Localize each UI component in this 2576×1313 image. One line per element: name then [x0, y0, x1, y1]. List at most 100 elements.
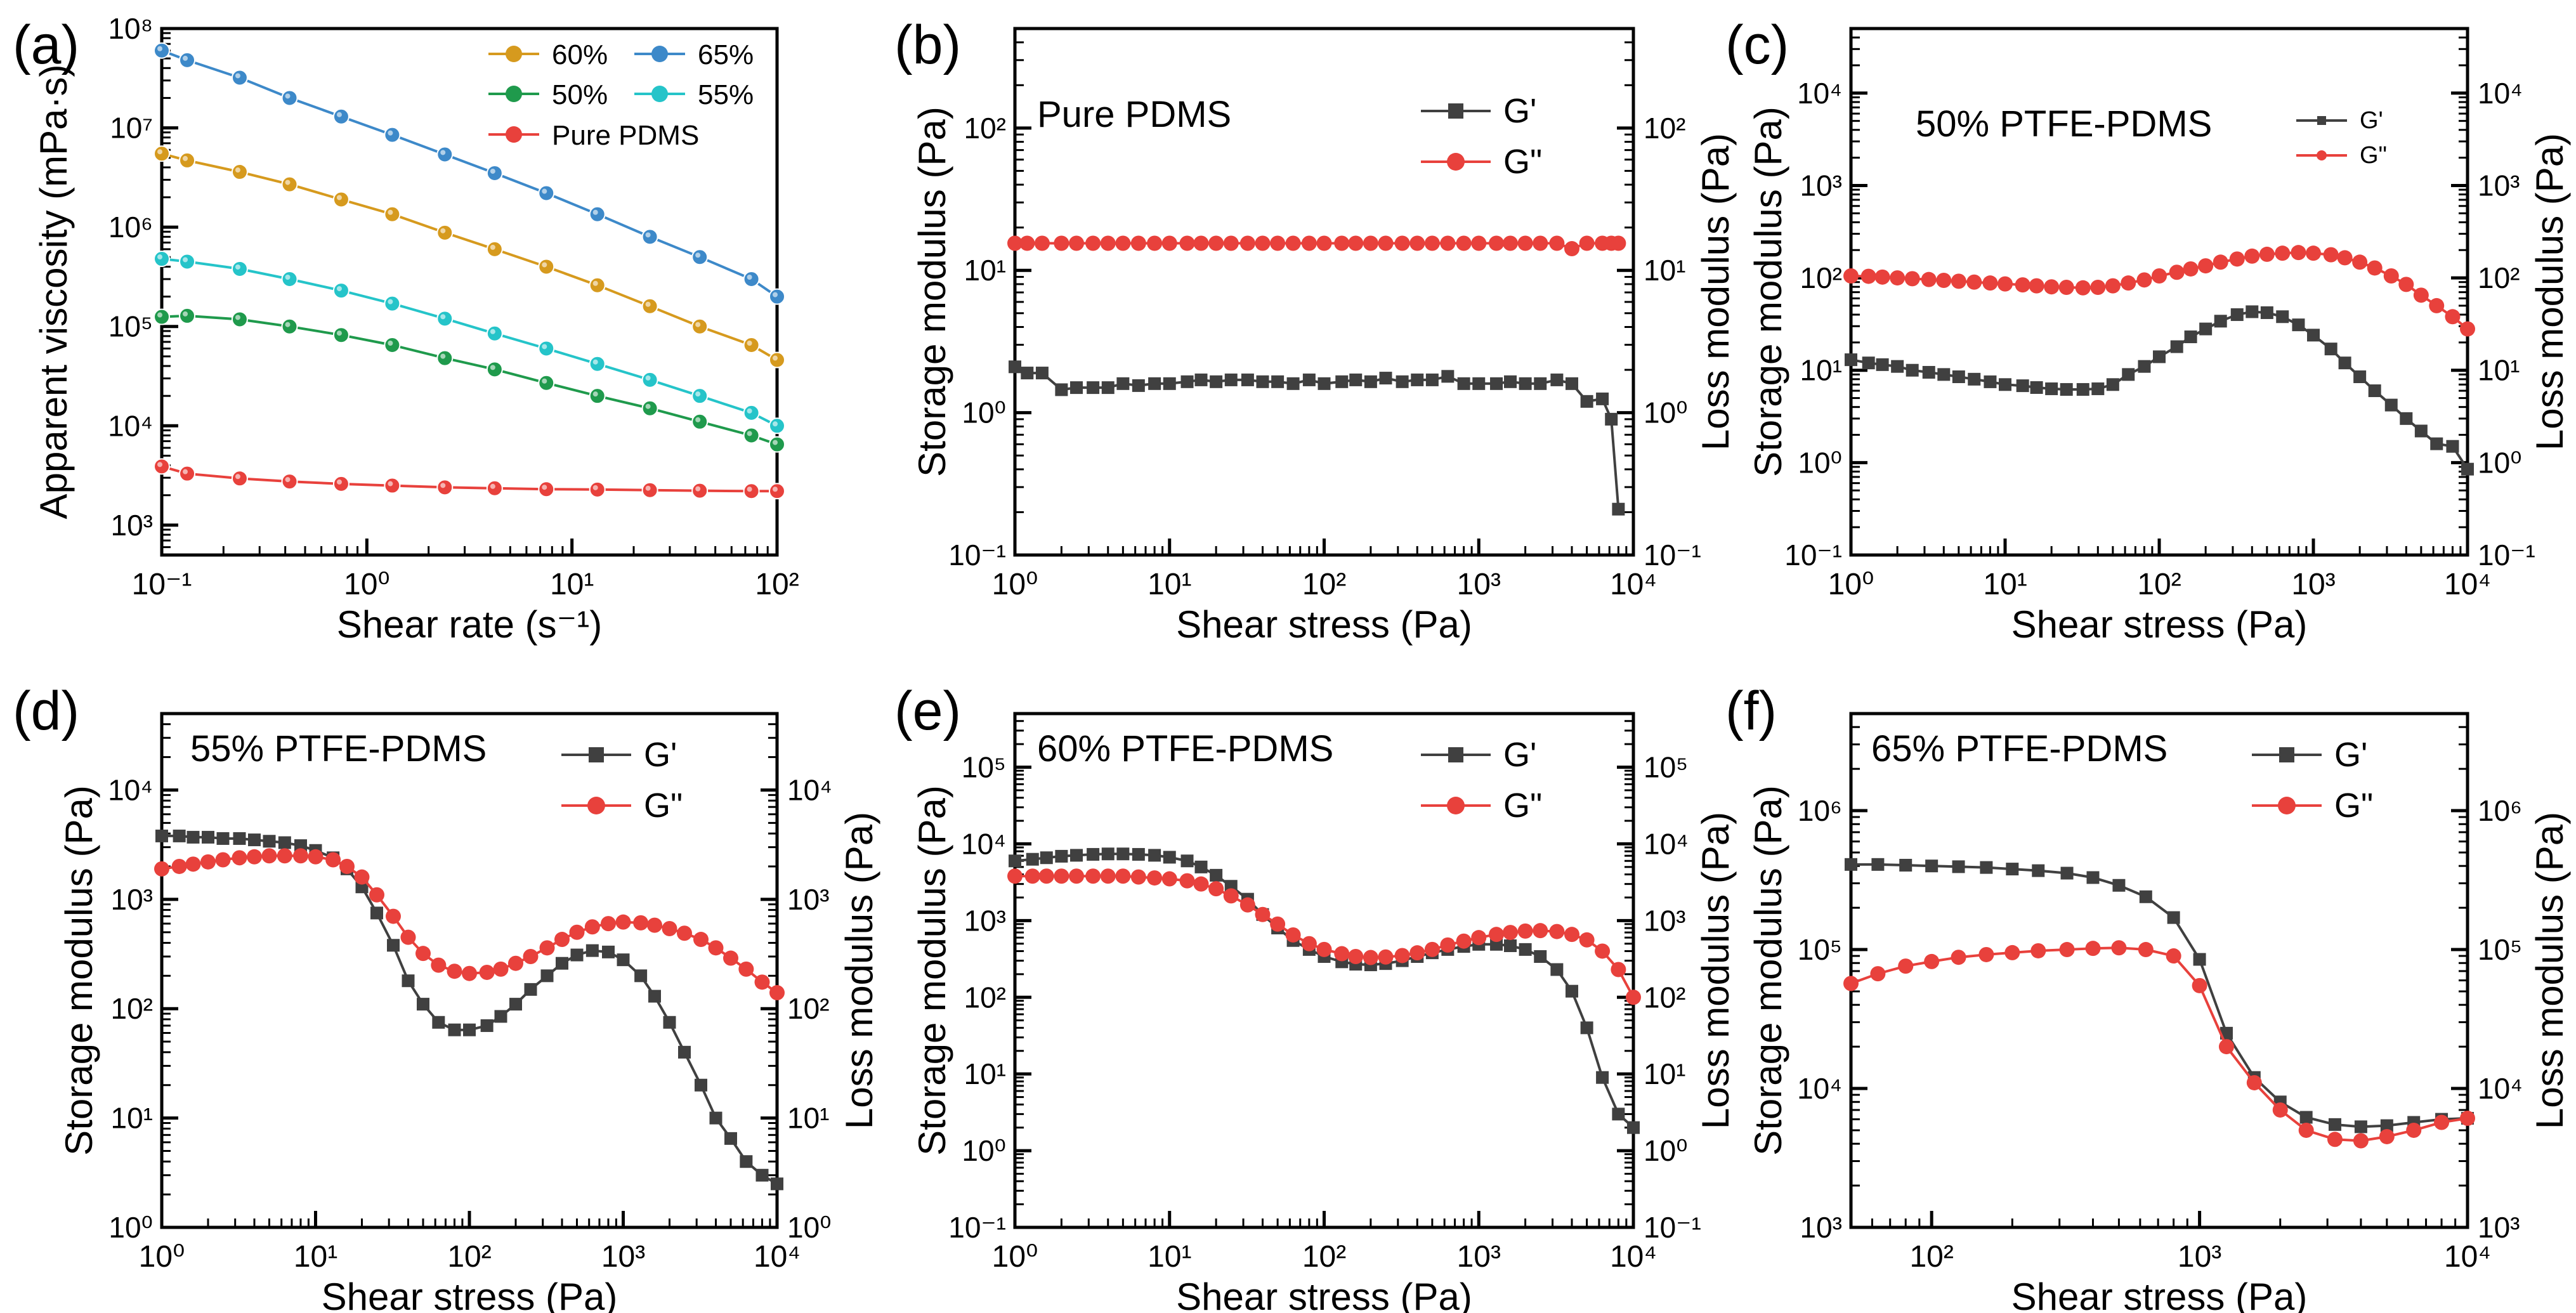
data-point — [691, 482, 709, 499]
series-G-group — [155, 829, 783, 1191]
data-point — [1504, 375, 1517, 388]
data-point-highlight — [645, 403, 651, 409]
panel-annotation: 50% PTFE-PDMS — [1916, 103, 2212, 145]
data-point — [2112, 879, 2126, 892]
data-point — [493, 961, 509, 977]
data-point — [1951, 273, 1966, 289]
series-line — [1850, 946, 2468, 1142]
data-point — [691, 318, 709, 335]
data-point — [402, 974, 415, 988]
series-line — [1851, 863, 2468, 1128]
data-point-highlight — [157, 254, 162, 260]
data-point — [384, 126, 401, 143]
data-point — [2184, 330, 2197, 344]
data-point — [2170, 340, 2183, 353]
y2-tick-label: 10¹ — [787, 1102, 829, 1135]
data-point — [2246, 1075, 2262, 1090]
y-tick-label: 10² — [111, 992, 153, 1025]
data-point — [1101, 847, 1115, 861]
data-point — [1891, 360, 1904, 373]
series-line — [162, 834, 778, 1186]
data-point-highlight — [773, 487, 778, 492]
data-point — [633, 915, 649, 931]
data-point — [2169, 265, 2185, 280]
data-point — [1612, 1107, 1625, 1121]
y-tick-label: 10³ — [964, 904, 1006, 937]
data-point — [1984, 375, 1997, 388]
legend: G' G" — [561, 736, 683, 825]
data-point — [2338, 356, 2351, 370]
y2-tick-label: 10³ — [2478, 1211, 2520, 1244]
data-point — [1115, 235, 1131, 251]
data-point — [1026, 852, 1039, 866]
x-tick-label: 10⁰ — [992, 1240, 1038, 1274]
data-point — [1605, 412, 1618, 426]
y2-tick-label: 10² — [2478, 261, 2520, 294]
data-point — [2015, 277, 2030, 293]
data-point-highlight — [440, 314, 446, 320]
data-point-highlight — [645, 375, 651, 381]
data-point — [743, 483, 760, 500]
data-point — [154, 458, 170, 475]
data-point — [1009, 360, 1021, 374]
data-point-highlight — [285, 93, 291, 99]
data-point — [2167, 911, 2180, 924]
data-point-highlight — [388, 341, 393, 346]
legend-marker — [506, 86, 522, 102]
data-point-highlight — [542, 262, 547, 268]
legend: G' G" — [2252, 736, 2373, 825]
data-point — [2260, 306, 2273, 319]
data-point — [540, 969, 554, 983]
data-point — [1503, 925, 1519, 941]
legend-label: G' — [2360, 107, 2383, 134]
data-point — [154, 861, 169, 877]
data-point — [1937, 368, 1951, 381]
data-point — [2105, 278, 2121, 294]
data-point — [247, 833, 261, 847]
data-point-highlight — [747, 487, 752, 492]
data-point — [215, 852, 231, 868]
data-point — [332, 475, 350, 492]
panel-annotation: 60% PTFE-PDMS — [1037, 728, 1333, 769]
legend-label: G" — [1503, 143, 1542, 181]
data-point — [277, 848, 292, 864]
data-point — [1163, 377, 1176, 390]
data-point — [1457, 377, 1470, 390]
data-point — [538, 481, 555, 498]
data-point — [232, 850, 247, 866]
data-point — [2461, 462, 2474, 476]
data-point — [154, 251, 170, 268]
x-tick-label: 10¹ — [294, 1240, 337, 1274]
data-point — [2059, 942, 2075, 958]
data-point — [2380, 1119, 2393, 1132]
data-point — [154, 308, 170, 325]
data-point — [2183, 261, 2199, 277]
data-point-highlight — [235, 167, 240, 173]
data-point — [691, 388, 709, 405]
data-point — [1115, 868, 1131, 884]
data-point — [584, 919, 600, 935]
data-point-highlight — [388, 481, 393, 487]
data-point — [2367, 260, 2383, 276]
data-point-highlight — [183, 155, 188, 161]
x-tick-label: 10² — [1302, 568, 1346, 601]
data-point — [646, 917, 662, 933]
data-point-highlight — [183, 55, 188, 61]
data-point — [743, 271, 760, 288]
data-point — [385, 908, 401, 924]
data-point — [1130, 869, 1146, 885]
data-point — [2434, 1114, 2450, 1130]
data-point — [1595, 943, 1611, 959]
y2-axis-label: Loss modulus (Pa) — [2528, 133, 2571, 450]
legend-marker — [1447, 153, 1465, 171]
data-point — [1441, 370, 1455, 383]
data-point — [2139, 890, 2152, 903]
series-G-group — [1007, 868, 1641, 1005]
legend-label: 50% — [552, 79, 608, 110]
data-point — [154, 145, 170, 162]
data-point — [436, 479, 454, 496]
data-point — [486, 480, 503, 497]
x-tick-label: 10⁴ — [2444, 568, 2491, 601]
data-point — [1424, 235, 1440, 251]
data-point — [1550, 963, 1564, 976]
